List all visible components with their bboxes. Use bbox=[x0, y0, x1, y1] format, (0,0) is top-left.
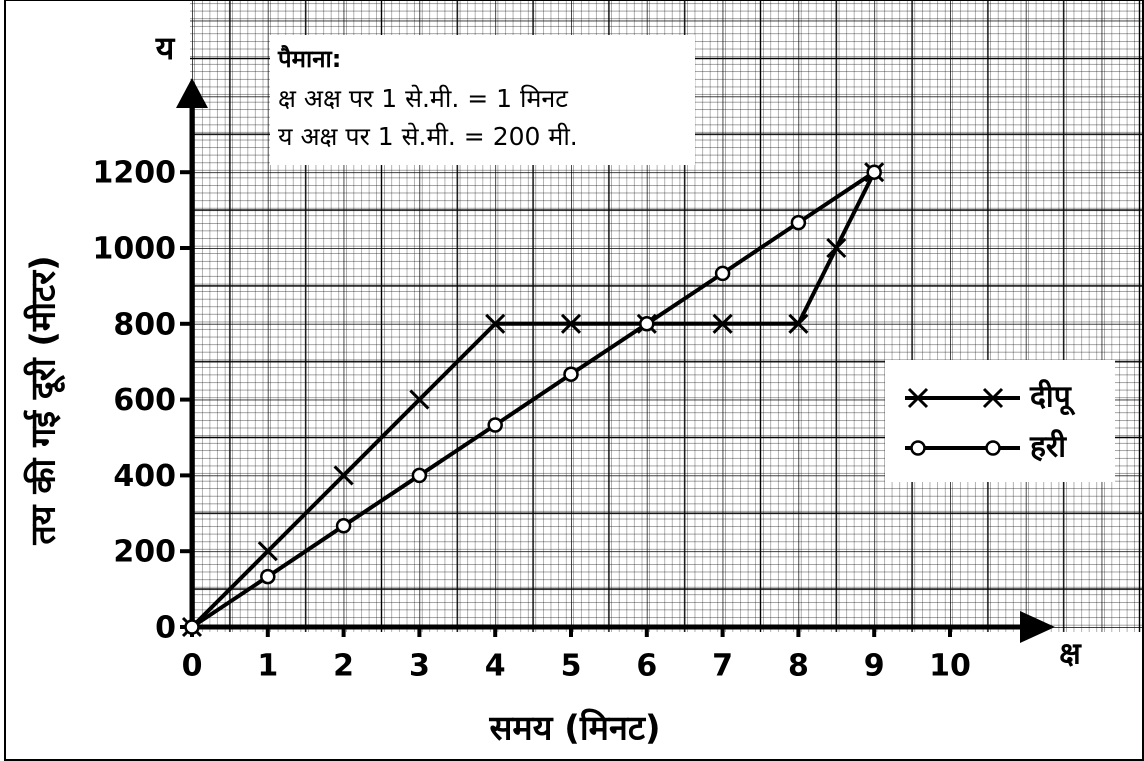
marker-circle bbox=[866, 164, 882, 180]
marker-cross bbox=[409, 389, 430, 410]
x-axis-label: समय (मिनट) bbox=[488, 708, 660, 749]
marker-cross bbox=[982, 387, 1004, 409]
marker-circle bbox=[790, 214, 807, 231]
marker-cross bbox=[560, 313, 582, 334]
marker-cross bbox=[712, 313, 733, 334]
marker-circle bbox=[714, 265, 731, 282]
marker-circle bbox=[985, 440, 1001, 456]
marker-cross bbox=[826, 237, 847, 259]
y-tick-label: 0 bbox=[155, 611, 176, 646]
y-tick-label: 600 bbox=[113, 383, 176, 418]
x-tick-label: 10 bbox=[929, 649, 971, 684]
marker-circle bbox=[639, 316, 655, 332]
marker-cross bbox=[333, 465, 354, 486]
x-tick-label: 3 bbox=[409, 649, 430, 684]
marker-cross bbox=[788, 313, 809, 334]
marker-cross bbox=[907, 387, 929, 409]
marker-circle bbox=[184, 619, 200, 635]
scale-line: य अक्ष पर 1 से.मी. = 200 मी. bbox=[278, 122, 578, 151]
legend-box bbox=[885, 360, 1115, 482]
scale-line: क्ष अक्ष पर 1 से.मी. = 1 मिनट bbox=[278, 84, 568, 113]
marker-circle bbox=[335, 518, 352, 534]
marker-cross bbox=[257, 541, 278, 562]
marker-circle bbox=[411, 467, 428, 484]
y-arrow bbox=[176, 78, 208, 108]
series-line bbox=[190, 170, 876, 629]
x-arrow bbox=[1020, 611, 1055, 643]
x-tick-label: 6 bbox=[636, 649, 657, 684]
y-axis-label: तय की गई दूरी (मीटर) bbox=[23, 255, 66, 545]
marker-circle bbox=[910, 440, 926, 456]
marker-circle bbox=[260, 568, 276, 585]
x-tick-label: 4 bbox=[485, 649, 506, 684]
x-tick-label: 1 bbox=[257, 649, 278, 684]
x-tick-label: 8 bbox=[788, 649, 809, 684]
y-tick-label: 200 bbox=[113, 535, 176, 570]
scale-box bbox=[270, 35, 695, 165]
y-tick-label: 1000 bbox=[93, 232, 177, 267]
marker-circle bbox=[563, 366, 579, 382]
y-axis-letter: य bbox=[155, 29, 176, 67]
y-tick-label: 800 bbox=[113, 307, 176, 342]
scale-title: पैमाना: bbox=[277, 45, 341, 73]
legend-label: दीपू bbox=[1029, 379, 1076, 416]
legend-label: हरी bbox=[1029, 429, 1067, 465]
x-tick-label: 5 bbox=[561, 649, 582, 684]
y-tick-label: 1200 bbox=[93, 156, 177, 191]
x-tick-label: 0 bbox=[182, 649, 203, 684]
marker-cross bbox=[485, 313, 506, 334]
x-tick-label: 2 bbox=[333, 649, 354, 684]
x-axis-letter: क्ष bbox=[1059, 637, 1082, 672]
x-tick-label: 9 bbox=[864, 649, 885, 684]
y-tick-label: 400 bbox=[113, 459, 176, 494]
x-tick-label: 7 bbox=[712, 649, 733, 684]
marker-circle bbox=[487, 417, 503, 433]
